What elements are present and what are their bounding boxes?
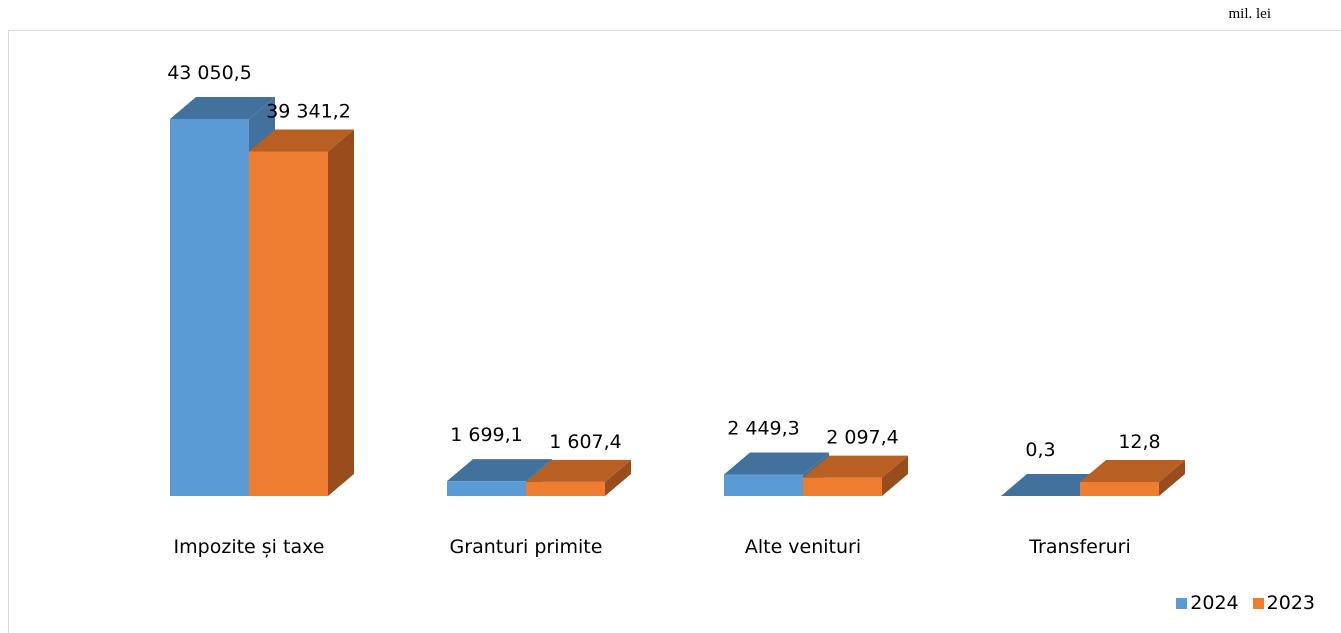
bar-2024-0-top xyxy=(170,97,275,119)
bar-2023-2-top xyxy=(803,455,908,478)
bar-2023-0-side xyxy=(328,129,354,497)
legend-item-2024: 2024 xyxy=(1176,592,1239,614)
data-label-2024-0: 43 050,5 xyxy=(167,62,252,84)
data-label-2023-1: 1 607,4 xyxy=(549,431,622,453)
bar-2024-3-top xyxy=(1001,474,1106,496)
bar-2023-2-side xyxy=(882,455,908,496)
bar-2023-1-front xyxy=(526,481,605,496)
bar-2023-2-front xyxy=(803,477,882,496)
bar-2023-3-side xyxy=(1159,460,1185,496)
category-label-0: Impozite și taxe xyxy=(174,536,325,558)
category-label-1: Granturi primite xyxy=(450,536,603,558)
bar-2023-1-side xyxy=(605,459,631,496)
category-label-2: Alte venituri xyxy=(745,536,861,558)
chart-area xyxy=(8,30,1341,633)
bar-2024-1-front xyxy=(447,481,526,496)
unit-label: mil. lei xyxy=(1228,6,1272,22)
data-label-2023-0: 39 341,2 xyxy=(266,100,351,122)
legend-item-2023: 2023 xyxy=(1252,592,1315,614)
bar-2023-1-top xyxy=(526,459,631,482)
data-label-2024-3: 0,3 xyxy=(1025,439,1055,461)
bar-2023-3-top xyxy=(1080,460,1185,482)
legend-label-2024: 2024 xyxy=(1190,592,1239,614)
bar-2023-0-top xyxy=(249,129,354,152)
legend-swatch-2024 xyxy=(1176,597,1188,609)
bar-2024-1-top xyxy=(447,459,552,482)
bar-2023-0-front xyxy=(249,151,328,497)
bar-2024-2-top xyxy=(724,452,829,475)
bar-2024-0-front xyxy=(170,119,249,496)
data-label-2023-3: 12,8 xyxy=(1118,431,1160,453)
legend-swatch-2023 xyxy=(1252,597,1264,609)
legend: 2024 2023 xyxy=(1176,592,1315,614)
bar-2023-3-front xyxy=(1080,482,1159,496)
bar-2024-2-front xyxy=(724,474,803,496)
data-label-2024-2: 2 449,3 xyxy=(727,418,800,440)
legend-label-2023: 2023 xyxy=(1266,592,1315,614)
data-label-2023-2: 2 097,4 xyxy=(826,427,899,449)
data-label-2024-1: 1 699,1 xyxy=(450,424,523,446)
category-label-3: Transferuri xyxy=(1028,536,1131,558)
